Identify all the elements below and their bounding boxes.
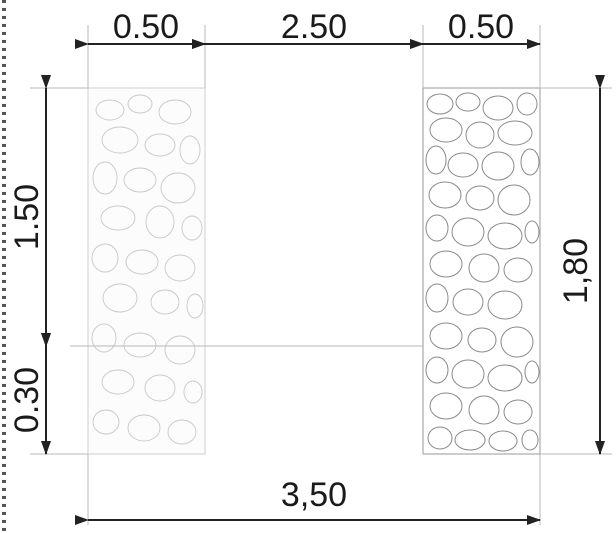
binding-edge [0,0,9,533]
dim-left-lower-height-label: 0.30 [8,367,46,433]
right-wall [422,87,541,455]
dim-bottom-total-width-label: 3,50 [281,476,347,514]
dim-top-right-wall-label: 0.50 [448,8,514,46]
dim-right-total-height: 1,80 [557,75,605,455]
left-wall [87,87,206,455]
dim-right-total-height-label: 1,80 [557,238,595,304]
left-wall-stones [91,94,204,445]
dim-left-lower-height: 0.30 [8,333,51,455]
dim-left-upper-height: 1.50 [8,75,51,347]
right-wall-stones [425,92,540,452]
dim-top-left-wall: 0.50 [75,8,206,49]
dim-bottom-total-width: 3,50 [75,476,541,525]
dim-top-left-wall-label: 0.50 [113,8,179,46]
dim-left-upper-height-label: 1.50 [8,184,46,250]
extension-lines [30,25,612,525]
dim-top-opening-label: 2.50 [281,8,347,46]
dim-top-right-wall: 0.50 [410,8,541,49]
dim-top-opening: 2.50 [192,8,424,49]
